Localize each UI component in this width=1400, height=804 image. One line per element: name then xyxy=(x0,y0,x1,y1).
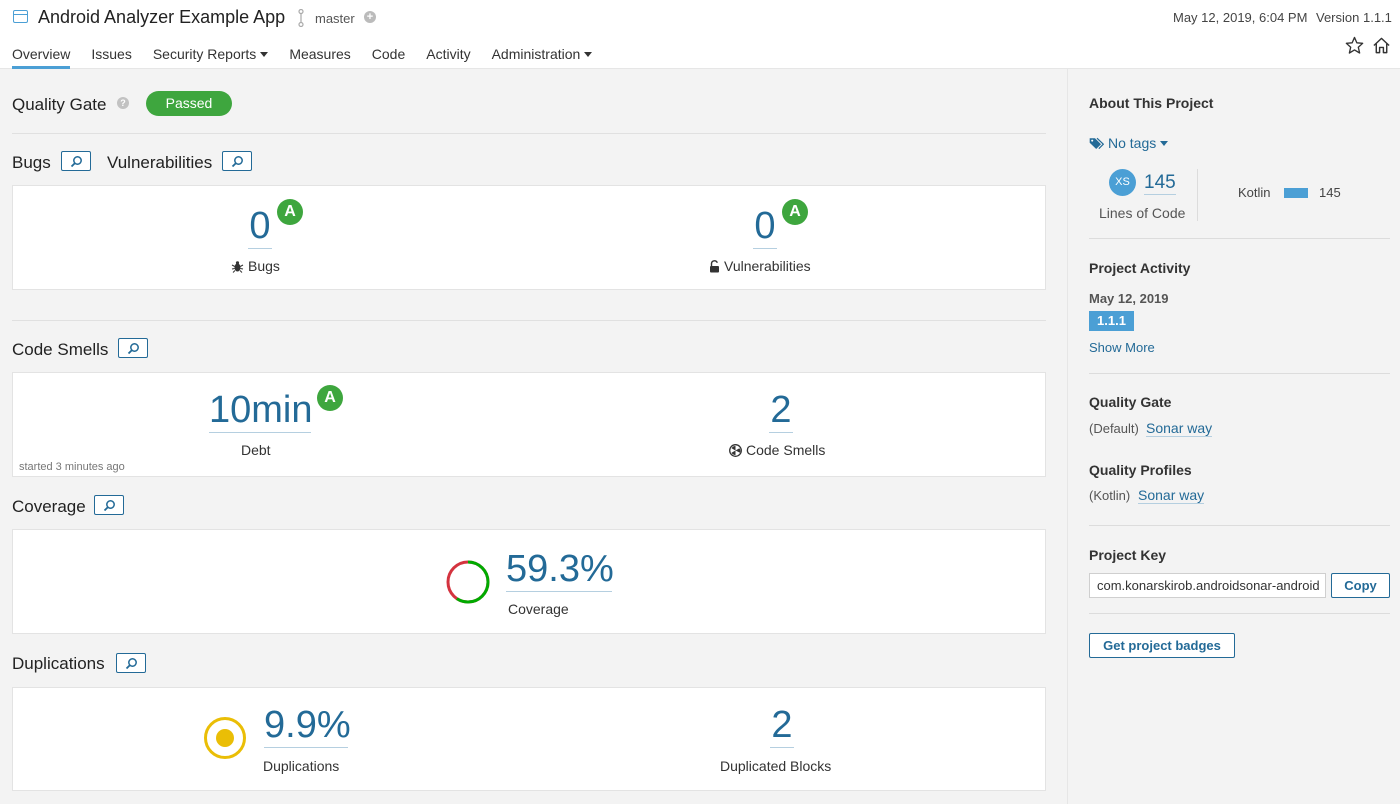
code-smells-count[interactable]: 2 xyxy=(769,389,793,433)
tab-overview[interactable]: Overview xyxy=(12,46,71,69)
lines-of-code-label: Lines of Code xyxy=(1099,205,1186,221)
project-header: Android Analyzer Example App master + Ma… xyxy=(0,0,1400,69)
show-more-link[interactable]: Show More xyxy=(1089,340,1155,355)
lock-icon xyxy=(710,260,719,273)
copy-button[interactable]: Copy xyxy=(1331,573,1390,598)
activity-date: May 12, 2019 xyxy=(1089,291,1169,306)
bugs-section-title: Bugs xyxy=(12,153,51,172)
tab-code[interactable]: Code xyxy=(371,46,406,62)
tab-measures[interactable]: Measures xyxy=(289,46,351,62)
vulnerabilities-rating-badge[interactable]: A xyxy=(782,199,808,225)
coverage-section-title: Coverage xyxy=(12,497,86,516)
language-distribution-bar xyxy=(1284,188,1308,198)
project-activity-title: Project Activity xyxy=(1089,260,1191,276)
lines-of-code-value[interactable]: 145 xyxy=(1144,172,1176,195)
code-smell-icon xyxy=(729,444,742,457)
coverage-percentage[interactable]: 59.3% xyxy=(506,548,614,592)
chevron-down-icon xyxy=(584,52,593,57)
duplications-section-title: Duplications xyxy=(12,654,105,673)
tags-dropdown[interactable]: No tags xyxy=(1089,135,1169,151)
quality-profile-language: (Kotlin) xyxy=(1089,488,1131,503)
duplications-percentage[interactable]: 9.9% xyxy=(264,704,351,748)
vulnerabilities-count[interactable]: 0 xyxy=(753,205,777,249)
sidebar-quality-gate-title: Quality Gate xyxy=(1089,394,1172,410)
chevron-down-icon xyxy=(1160,141,1169,146)
tag-icon xyxy=(1089,137,1104,150)
branch-icon xyxy=(298,9,304,27)
bugs-count[interactable]: 0 xyxy=(248,205,272,249)
duplicated-blocks-count[interactable]: 2 xyxy=(770,704,794,748)
duplications-card: 9.9% Duplications 2 Duplicated Blocks xyxy=(12,687,1046,791)
search-icon xyxy=(231,156,243,168)
search-icon xyxy=(103,500,115,512)
tab-issues[interactable]: Issues xyxy=(91,46,132,62)
bugs-rating-badge[interactable]: A xyxy=(277,199,303,225)
tab-activity[interactable]: Activity xyxy=(426,46,471,62)
add-branch-icon[interactable]: + xyxy=(364,11,376,23)
divider xyxy=(1089,373,1390,374)
vulnerabilities-section-title: Vulnerabilities xyxy=(107,153,213,172)
vulnerabilities-label: Vulnerabilities xyxy=(709,258,811,274)
maintainability-rating-badge[interactable]: A xyxy=(317,385,343,411)
star-icon[interactable] xyxy=(1345,36,1364,55)
search-icon xyxy=(70,156,82,168)
quality-gate-title: Quality Gate xyxy=(12,95,107,114)
main-nav: Overview Issues Security Reports Measure… xyxy=(12,46,613,69)
bugs-issues-button[interactable] xyxy=(61,151,91,171)
project-icon xyxy=(13,10,28,23)
code-smells-issues-button[interactable] xyxy=(118,338,148,358)
quality-gate-default-label: (Default) xyxy=(1089,421,1139,436)
coverage-donut-chart[interactable] xyxy=(445,559,491,605)
technical-debt-value[interactable]: 10min xyxy=(209,389,313,433)
coverage-measures-button[interactable] xyxy=(94,495,124,515)
quality-gate-link[interactable]: Sonar way xyxy=(1146,420,1213,437)
divider xyxy=(1089,613,1390,614)
language-name: Kotlin xyxy=(1238,185,1271,200)
tab-administration[interactable]: Administration xyxy=(492,46,593,68)
bugs-label: Bugs xyxy=(231,258,280,274)
divider xyxy=(1089,525,1390,526)
help-icon[interactable]: ? xyxy=(117,97,129,109)
bugs-vulnerabilities-card: 0 A Bugs 0 A Vulnerabilities xyxy=(12,185,1046,290)
code-smells-label: Code Smells xyxy=(729,442,825,458)
divider xyxy=(12,320,1046,321)
version-badge: 1.1.1 xyxy=(1089,311,1134,331)
branch-name[interactable]: master xyxy=(315,11,355,26)
divider xyxy=(1089,238,1390,239)
quality-profile-link[interactable]: Sonar way xyxy=(1138,487,1205,504)
vulnerabilities-issues-button[interactable] xyxy=(222,151,252,171)
duplications-indicator-icon[interactable] xyxy=(203,716,247,760)
project-sidebar: About This Project No tags XS 145 Lines … xyxy=(1069,69,1400,804)
code-smells-card: 10min A Debt 2 Code Smells started 3 min… xyxy=(12,372,1046,477)
duplications-label: Duplications xyxy=(263,758,340,774)
size-rating-badge: XS xyxy=(1109,169,1136,196)
project-version: Version 1.1.1 xyxy=(1316,10,1392,25)
overview-main: Quality Gate ? Passed Bugs Vulnerabiliti… xyxy=(0,69,1068,804)
divider xyxy=(1197,169,1198,221)
project-title[interactable]: Android Analyzer Example App xyxy=(38,7,286,27)
get-project-badges-button[interactable]: Get project badges xyxy=(1089,633,1235,658)
home-icon[interactable] xyxy=(1372,36,1391,55)
search-icon xyxy=(125,658,137,670)
project-key-input[interactable]: com.konarskirob.androidsonar-android xyxy=(1089,573,1326,598)
quality-profiles-title: Quality Profiles xyxy=(1089,462,1192,478)
search-icon xyxy=(127,343,139,355)
duplications-measures-button[interactable] xyxy=(116,653,146,673)
code-smells-section-title: Code Smells xyxy=(12,340,109,359)
project-key-title: Project Key xyxy=(1089,547,1167,563)
language-lines-value: 145 xyxy=(1319,185,1341,200)
tab-security-reports[interactable]: Security Reports xyxy=(153,46,269,68)
chevron-down-icon xyxy=(260,52,269,57)
coverage-label: Coverage xyxy=(508,601,569,617)
debt-label: Debt xyxy=(241,442,271,458)
duplicated-blocks-label: Duplicated Blocks xyxy=(720,758,832,774)
about-project-title: About This Project xyxy=(1089,95,1214,111)
divider xyxy=(12,133,1046,134)
bug-icon xyxy=(231,261,244,273)
coverage-card: 59.3% Coverage xyxy=(12,529,1046,634)
quality-gate-status-badge: Passed xyxy=(146,91,232,116)
analysis-started-text: started 3 minutes ago xyxy=(19,461,125,473)
coverage-covered-arc xyxy=(446,560,490,604)
analysis-date: May 12, 2019, 6:04 PM xyxy=(1173,10,1308,25)
